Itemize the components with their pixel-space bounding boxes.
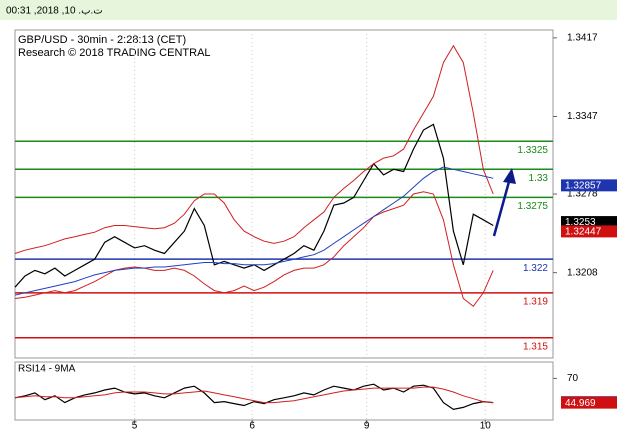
- price-marker: [561, 216, 617, 229]
- series-line: [14, 44, 494, 254]
- y-tick-label: 1.3208: [567, 267, 598, 278]
- rsi-title: RSI14 - 9MA: [18, 364, 76, 375]
- level-label: 1.3325: [517, 145, 548, 156]
- series-line: [14, 386, 494, 404]
- level-label: 1.319: [523, 296, 548, 307]
- chart-title: GBP/USD - 30min - 2:28:13 (CET): [18, 34, 186, 46]
- header-bar: [0, 0, 617, 20]
- price-marker-label: 44.969: [565, 398, 596, 409]
- level-label: 1.322: [523, 263, 548, 274]
- series-line: [14, 383, 494, 411]
- x-tick-label: 10: [480, 421, 492, 432]
- y-tick-label: 1.3417: [567, 33, 598, 44]
- series-line: [14, 191, 494, 308]
- chart-subtitle: Research © 2018 TRADING CENTRAL: [18, 47, 211, 59]
- x-tick-label: 6: [249, 421, 255, 432]
- timestamp: ت.ب. 10, 2018, 00:31: [6, 6, 103, 17]
- level-label: 1.315: [523, 341, 548, 352]
- y-tick-label: 70: [567, 373, 579, 384]
- rsi-panel: [14, 361, 554, 421]
- forecast-arrow: [492, 168, 516, 237]
- price-marker-label: 1.32857: [565, 180, 602, 191]
- x-tick-label: 9: [364, 421, 370, 432]
- y-tick-label: 1.3347: [567, 111, 598, 122]
- price-marker: [561, 179, 617, 192]
- level-label: 1.33: [529, 173, 549, 184]
- price-panel: [14, 29, 554, 359]
- price-marker: [561, 225, 617, 238]
- price-marker-label: 1.3253: [565, 217, 596, 228]
- price-marker-label: 1.32447: [565, 227, 602, 238]
- price-marker: [561, 396, 617, 409]
- series-line: [14, 166, 494, 296]
- x-tick-label: 5: [132, 421, 138, 432]
- y-tick-label: 1.3278: [567, 189, 598, 200]
- level-label: 1.3275: [517, 201, 548, 212]
